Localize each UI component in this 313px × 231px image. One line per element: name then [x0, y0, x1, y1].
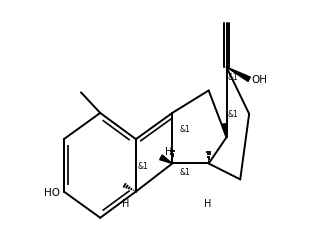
Text: &1: &1: [137, 161, 148, 170]
Text: H: H: [203, 198, 211, 208]
Text: OH: OH: [251, 75, 267, 85]
Polygon shape: [222, 124, 227, 138]
Polygon shape: [227, 68, 250, 82]
Polygon shape: [160, 155, 172, 164]
Text: &1: &1: [179, 167, 190, 176]
Text: &1: &1: [179, 124, 190, 133]
Text: &1: &1: [228, 73, 239, 82]
Text: H: H: [165, 147, 172, 157]
Text: &1: &1: [228, 110, 239, 119]
Text: HO: HO: [44, 187, 60, 197]
Text: H: H: [122, 198, 129, 208]
